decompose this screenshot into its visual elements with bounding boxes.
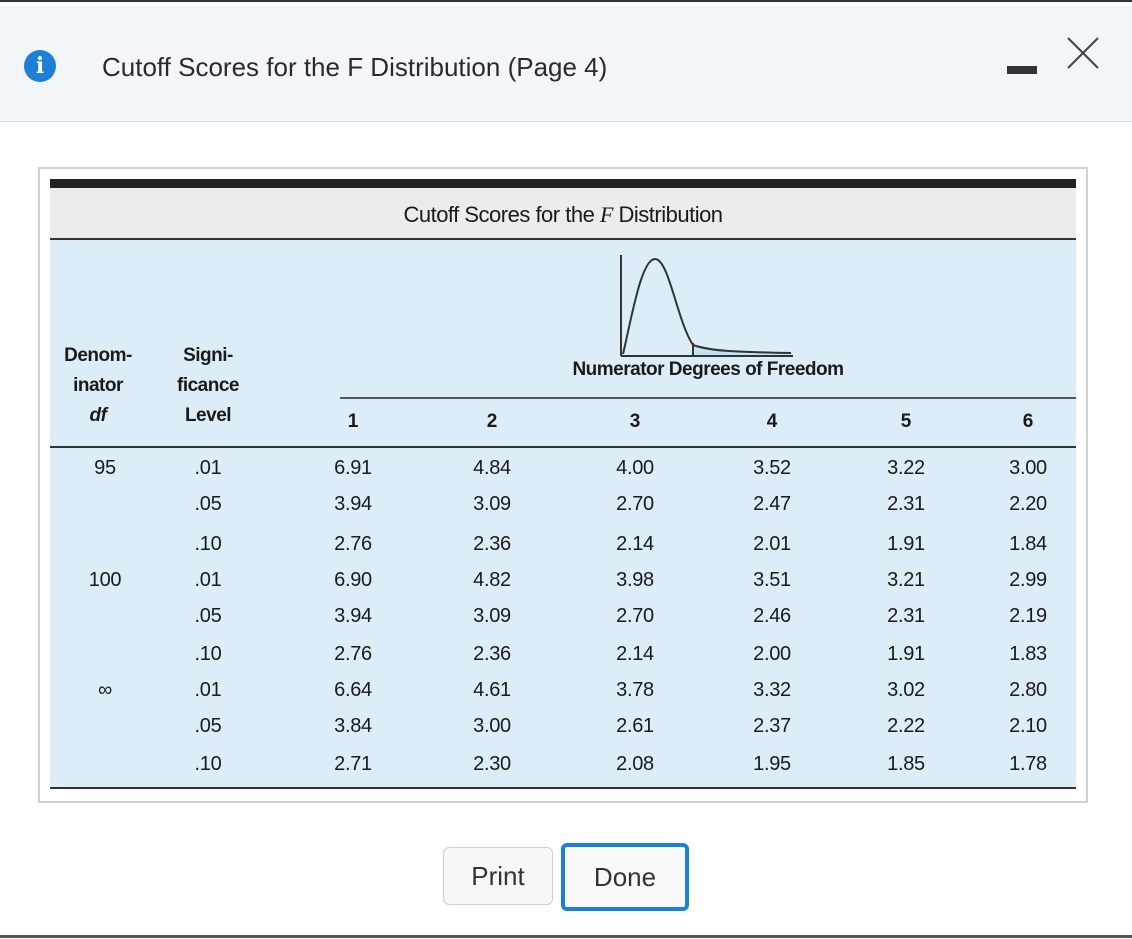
significance-header: Signi- ficance Level	[177, 345, 239, 426]
cutoff-value-cell: 2.47	[753, 493, 791, 515]
cutoff-value-cell: 2.76	[334, 533, 372, 555]
cutoff-value-cell: 3.52	[753, 457, 791, 479]
cutoff-value-cell: 2.01	[753, 533, 791, 555]
table-top-bar	[50, 179, 1076, 188]
cutoff-value-cell: 2.20	[1009, 493, 1047, 515]
table-body	[50, 240, 1076, 789]
significance-cell: .05	[194, 715, 222, 737]
cutoff-value-cell: 2.71	[334, 753, 372, 775]
cutoff-value-cell: 1.83	[1009, 643, 1047, 665]
cutoff-value-cell: 2.76	[334, 643, 372, 665]
dialog-header: i Cutoff Scores for the F Distribution (…	[0, 6, 1132, 122]
close-button[interactable]	[1066, 36, 1100, 70]
cutoff-value-cell: 3.98	[616, 569, 654, 591]
significance-cell: .10	[194, 533, 222, 555]
table-bottom-rule	[50, 787, 1076, 789]
table-caption: Cutoff Scores for the F Distribution	[403, 202, 723, 227]
cutoff-value-cell: 2.70	[616, 493, 654, 515]
cutoff-value-cell: 1.78	[1009, 753, 1047, 775]
cutoff-value-cell: 2.70	[616, 605, 654, 627]
cutoff-value-cell: 3.94	[334, 605, 372, 627]
significance-cell: .01	[194, 569, 222, 591]
cutoff-value-cell: 2.14	[616, 533, 654, 555]
cutoff-value-cell: 6.90	[334, 569, 372, 591]
cutoff-value-cell: 3.84	[334, 715, 372, 737]
column-header: 6	[1022, 411, 1034, 432]
table-caption-band: Cutoff Scores for the F Distribution	[50, 188, 1076, 240]
cutoff-value-cell: 6.64	[334, 679, 372, 701]
denominator-header: Denom- inator df	[64, 345, 132, 426]
column-header: 2	[486, 411, 498, 432]
cutoff-value-cell: 2.46	[753, 605, 791, 627]
column-header: 3	[629, 411, 641, 432]
cutoff-value-cell: 4.61	[473, 679, 511, 701]
significance-cell: .01	[194, 457, 222, 479]
denominator-df-cell: 95	[94, 457, 116, 479]
top-strip	[0, 0, 1132, 6]
done-button[interactable]: Done	[561, 843, 689, 911]
significance-cell: .01	[194, 679, 222, 701]
cutoff-value-cell: 2.14	[616, 643, 654, 665]
column-header: 4	[766, 411, 778, 432]
cutoff-value-cell: 2.36	[473, 533, 511, 555]
column-header: 1	[347, 411, 359, 432]
info-icon: i	[24, 50, 56, 82]
cutoff-value-cell: 2.22	[887, 715, 925, 737]
cutoff-value-cell: 2.31	[887, 493, 925, 515]
cutoff-value-cell: 2.80	[1009, 679, 1047, 701]
dialog-title: Cutoff Scores for the F Distribution (Pa…	[102, 52, 608, 82]
denominator-df-cell: ∞	[98, 679, 112, 701]
header-rule	[340, 397, 1076, 399]
cutoff-value-cell: 2.61	[616, 715, 654, 737]
numerator-df-header: Numerator Degrees of Freedom	[572, 359, 844, 380]
cutoff-value-cell: 1.84	[1009, 533, 1047, 555]
minimize-icon	[1007, 66, 1037, 74]
cutoff-value-cell: 3.09	[473, 605, 511, 627]
cutoff-value-cell: 3.22	[887, 457, 925, 479]
cutoff-value-cell: 2.10	[1009, 715, 1047, 737]
cutoff-value-cell: 4.84	[473, 457, 511, 479]
cutoff-value-cell: 1.85	[887, 753, 925, 775]
cutoff-value-cell: 3.78	[616, 679, 654, 701]
denominator-df-cell: 100	[88, 569, 122, 591]
cutoff-value-cell: 4.00	[616, 457, 654, 479]
cutoff-value-cell: 3.00	[473, 715, 511, 737]
cutoff-value-cell: 1.95	[753, 753, 791, 775]
column-header: 5	[900, 411, 912, 432]
header-bottom-rule	[50, 446, 1076, 448]
significance-cell: .10	[194, 643, 222, 665]
cutoff-value-cell: 6.91	[334, 457, 372, 479]
f-distribution-curve-icon	[620, 255, 793, 357]
f-table: Cutoff Scores for the F Distribution Den…	[50, 179, 1076, 791]
cutoff-value-cell: 3.32	[753, 679, 791, 701]
cutoff-value-cell: 2.31	[887, 605, 925, 627]
close-icon	[1067, 37, 1099, 69]
cutoff-value-cell: 2.99	[1009, 569, 1047, 591]
cutoff-value-cell: 2.19	[1009, 605, 1047, 627]
print-button[interactable]: Print	[443, 847, 553, 905]
cutoff-value-cell: 3.94	[334, 493, 372, 515]
cutoff-value-cell: 2.37	[753, 715, 791, 737]
cutoff-value-cell: 1.91	[887, 533, 925, 555]
cutoff-value-cell: 4.82	[473, 569, 511, 591]
minimize-button[interactable]	[1007, 60, 1037, 82]
bottom-border	[0, 935, 1132, 938]
cutoff-value-cell: 2.36	[473, 643, 511, 665]
cutoff-value-cell: 3.02	[887, 679, 925, 701]
cutoff-value-cell: 3.00	[1009, 457, 1047, 479]
significance-cell: .10	[194, 753, 222, 775]
significance-cell: .05	[194, 605, 222, 627]
cutoff-value-cell: 3.09	[473, 493, 511, 515]
cutoff-value-cell: 2.00	[753, 643, 791, 665]
significance-cell: .05	[194, 493, 222, 515]
cutoff-value-cell: 2.08	[616, 753, 654, 775]
cutoff-value-cell: 3.51	[753, 569, 791, 591]
cutoff-value-cell: 1.91	[887, 643, 925, 665]
cutoff-value-cell: 3.21	[887, 569, 925, 591]
cutoff-value-cell: 2.30	[473, 753, 511, 775]
